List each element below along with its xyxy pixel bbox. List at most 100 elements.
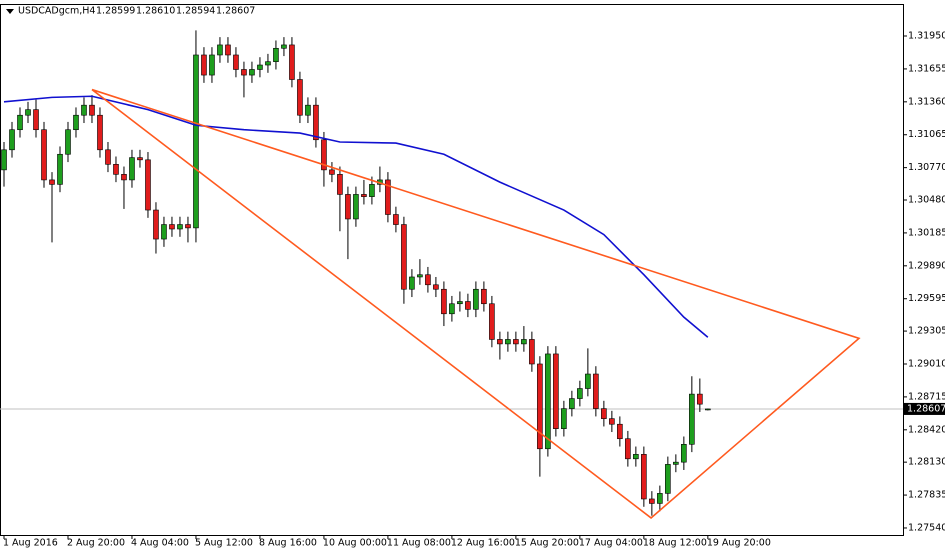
x-tick-label: 19 Aug 20:00 (707, 538, 771, 549)
candle-body (265, 61, 271, 66)
y-tick-label: 1.30185 (908, 227, 945, 238)
candle-body (529, 339, 535, 365)
candle-body (521, 339, 527, 345)
quote-open: 1.28599 (96, 6, 135, 17)
candle-body (617, 423, 623, 440)
x-tick-label: 11 Aug 08:00 (387, 538, 451, 549)
candle-body (625, 438, 631, 460)
candle-body (73, 114, 79, 131)
candle-body (41, 129, 47, 181)
candle-body (177, 224, 183, 230)
candle-body (57, 153, 63, 185)
candle-body (577, 388, 583, 399)
candle-body (97, 114, 103, 151)
candle-body (305, 104, 311, 116)
candle-body (593, 373, 599, 409)
candle-body (649, 498, 655, 504)
candle-body (81, 104, 87, 116)
candle-body (161, 224, 167, 240)
price-box-label: 1.28607 (907, 403, 945, 414)
x-tick-label: 10 Aug 00:00 (323, 538, 387, 549)
y-tick-label: 1.27835 (908, 490, 945, 501)
candle-body (89, 104, 95, 116)
y-tick-label: 1.28420 (908, 424, 945, 435)
candle-body (25, 109, 31, 116)
candle-body (185, 224, 191, 229)
candle-body (129, 157, 135, 181)
x-tick-label: 4 Aug 04:00 (131, 538, 189, 549)
candle-body (33, 109, 39, 131)
candle-body (241, 69, 247, 76)
y-tick-label: 1.30770 (908, 162, 945, 173)
candle-body (353, 194, 359, 220)
candle-body (505, 339, 511, 345)
y-tick-label: 1.29305 (908, 326, 945, 337)
candle-body (113, 164, 119, 175)
candle-body (225, 44, 231, 56)
candle-body (121, 174, 127, 181)
candle-body (193, 54, 199, 229)
triangle-drawing (91, 88, 861, 519)
candle-body (441, 288, 447, 315)
candle-body (289, 44, 295, 80)
candle-body (9, 129, 15, 151)
price-box (904, 402, 945, 415)
candle-body (369, 184, 375, 197)
candle-body (409, 276, 415, 290)
candle-body (137, 157, 143, 161)
candle-body (561, 408, 567, 429)
x-tick-label: 8 Aug 16:00 (259, 538, 317, 549)
candle-body (65, 129, 71, 155)
candle-body (657, 493, 663, 504)
x-tick-label: 12 Aug 16:00 (451, 538, 515, 549)
candle-body (337, 174, 343, 195)
y-tick-label: 1.31655 (908, 63, 945, 74)
candle-body (393, 214, 399, 225)
candle-body (273, 47, 279, 62)
y-tick-label: 1.30480 (908, 194, 945, 205)
plot-frame (0, 4, 904, 536)
x-tick-label: 5 Aug 12:00 (195, 538, 253, 549)
candle-body (569, 398, 575, 409)
y-tick-label: 1.29595 (908, 293, 945, 304)
menu-arrow[interactable] (6, 9, 14, 14)
y-tick-label: 1.29010 (908, 358, 945, 369)
candle-body (681, 444, 687, 463)
candle-body (105, 149, 111, 165)
candle-body (1, 149, 7, 171)
candle-body (545, 353, 551, 450)
moving-average (3, 95, 709, 338)
candle-body (609, 418, 615, 425)
candle-body (457, 301, 463, 305)
x-tick-label: 15 Aug 20:00 (515, 538, 579, 549)
candle-body (49, 179, 55, 185)
candle-body (257, 64, 263, 70)
candle-body (345, 194, 351, 220)
candle-body (233, 54, 239, 70)
candle-body (321, 139, 327, 171)
y-tick-label: 1.31950 (908, 31, 945, 42)
candle-body (153, 209, 159, 240)
candle-body (585, 373, 591, 389)
candle-body (385, 179, 391, 215)
candle-body (633, 454, 639, 460)
candle-body (665, 464, 671, 494)
symbol: USDCADgcm,H4 (18, 6, 95, 17)
candle-body (249, 69, 255, 76)
quote-close: 1.28607 (216, 6, 255, 17)
x-tick-label: 1 Aug 2016 (3, 538, 58, 549)
candle-body (449, 303, 455, 315)
candle-body (689, 393, 695, 445)
y-tick-label: 1.31065 (908, 129, 945, 140)
x-tick-label: 18 Aug 12:00 (643, 538, 707, 549)
x-tick-label: 17 Aug 04:00 (579, 538, 643, 549)
candle-body (217, 44, 223, 56)
candle-body (705, 408, 711, 411)
candle-body (425, 274, 431, 286)
candle-body (313, 104, 319, 141)
quote-high: 1.28610 (136, 6, 175, 17)
candle-body (145, 159, 151, 211)
candle-body (489, 303, 495, 340)
candle-body (537, 363, 543, 450)
candle-body (433, 284, 439, 290)
